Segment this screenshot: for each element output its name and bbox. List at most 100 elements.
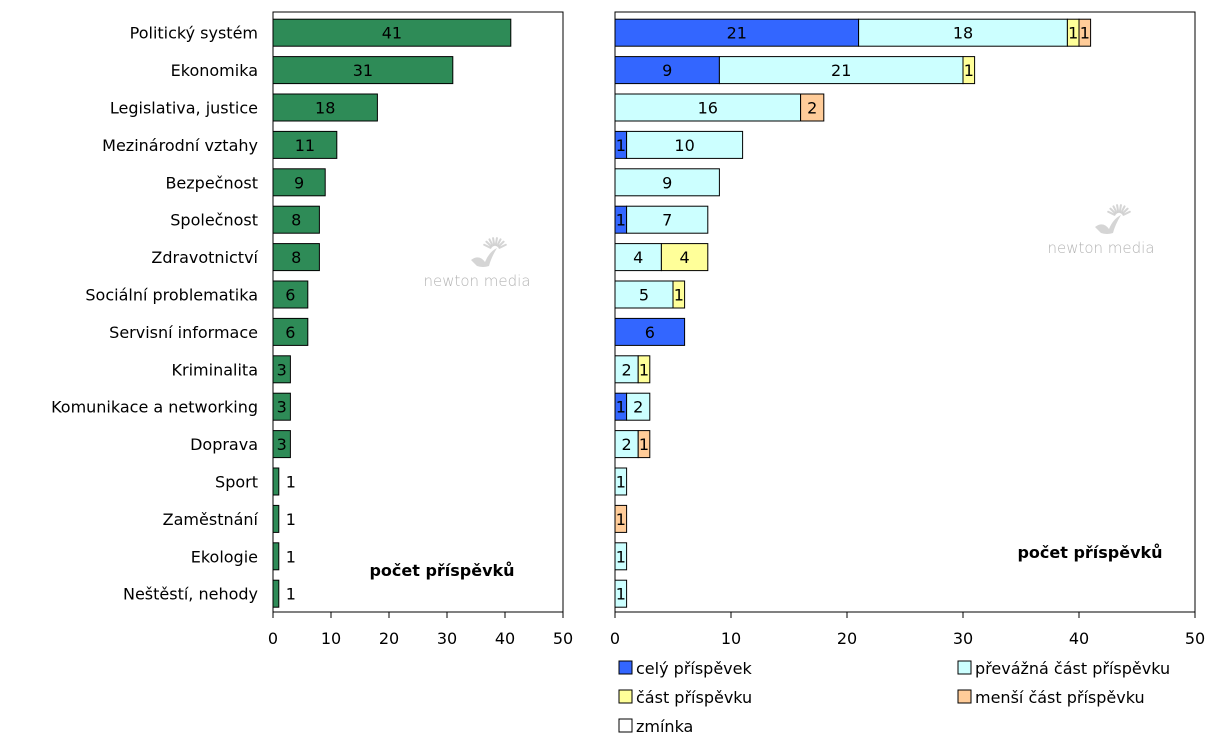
right-bar-socialni-problematika-prevazna-cast-prispevku [614, 280, 674, 309]
right-value-label-doprava-mensi-cast-prispevku: 1 [639, 435, 649, 454]
left-category-label-komunikace-a-networking: Komunikace a networking [51, 398, 258, 417]
left-bar-doprava [272, 430, 291, 459]
left-category-label-spolecnost: Společnost [170, 211, 258, 230]
left-value-label-ekonomika: 31 [353, 61, 373, 80]
left-value-label-spolecnost: 8 [291, 211, 301, 230]
right-bar-doprava-mensi-cast-prispevku [637, 430, 651, 459]
right-bar-legislativa-justice-prevazna-cast-prispevku [614, 93, 802, 122]
right-bar-bezpecnost-prevazna-cast-prispevku [614, 168, 720, 197]
left-x-tick-label-40: 40 [495, 629, 515, 648]
right-value-label-komunikace-a-networking-prevazna-cast-prispevku: 2 [633, 398, 643, 417]
right-value-label-socialni-problematika-prevazna-cast-prispevku: 5 [639, 286, 649, 305]
legend-swatch-cely-prispevek [618, 660, 633, 675]
legend-swatch-zminka [618, 718, 633, 733]
right-value-label-doprava-prevazna-cast-prispevku: 2 [622, 435, 632, 454]
right-value-label-ekonomika-cely-prispevek: 9 [662, 61, 672, 80]
watermark-left: newton media [423, 237, 531, 290]
right-x-tick-label-0: 0 [610, 629, 620, 648]
right-value-label-politicky-system-cast-prispevku: 1 [1068, 24, 1078, 43]
left-value-label-legislativa-justice: 18 [315, 99, 335, 118]
left-x-tick-label-0: 0 [268, 629, 278, 648]
right-value-label-servisni-informace-cely-prispevek: 6 [645, 323, 655, 342]
right-value-label-zdravotnictvi-cast-prispevku: 4 [680, 248, 690, 267]
right-bar-ekonomika-cely-prispevek [614, 56, 720, 85]
right-plot-area [614, 11, 1196, 613]
left-annotation: počet příspěvků [369, 561, 514, 580]
right-bar-sport-prevazna-cast-prispevku [614, 467, 628, 496]
right-bar-servisni-informace-cely-prispevek [614, 317, 686, 346]
left-category-label-sport: Sport [215, 473, 258, 492]
left-bar-spolecnost [272, 205, 320, 234]
right-bar-socialni-problematika-cast-prispevku [672, 280, 686, 309]
right-value-label-ekologie-prevazna-cast-prispevku: 1 [616, 547, 626, 566]
right-value-label-nestesti-nehody-prevazna-cast-prispevku: 1 [616, 585, 626, 604]
right-value-label-ekonomika-cast-prispevku: 1 [964, 61, 974, 80]
right-bar-ekologie-prevazna-cast-prispevku [614, 542, 628, 571]
left-x-tick-label-30: 30 [437, 629, 457, 648]
right-bar-komunikace-a-networking-prevazna-cast-prispevku [626, 392, 651, 421]
legend-swatch-mensi-cast-prispevku [957, 689, 972, 704]
left-value-label-politicky-system: 41 [382, 24, 402, 43]
watermark-text: newton media [423, 272, 530, 290]
left-category-label-ekologie: Ekologie [191, 547, 258, 566]
left-bar-socialni-problematika [272, 280, 309, 309]
right-value-label-komunikace-a-networking-cely-prispevek: 1 [616, 398, 626, 417]
left-value-label-bezpecnost: 9 [294, 173, 304, 192]
right-value-label-politicky-system-cely-prispevek: 21 [727, 24, 747, 43]
right-value-label-spolecnost-cely-prispevek: 1 [616, 211, 626, 230]
right-bar-legislativa-justice-mensi-cast-prispevku [800, 93, 825, 122]
left-bar-zamestnani [272, 504, 280, 533]
right-x-tick-label-30: 30 [953, 629, 973, 648]
left-category-label-kriminalita: Kriminalita [172, 360, 258, 379]
left-value-label-sport: 1 [286, 473, 296, 492]
left-value-label-doprava: 3 [277, 435, 287, 454]
left-bar-sport [272, 467, 280, 496]
right-value-label-ekonomika-prevazna-cast-prispevku: 21 [831, 61, 851, 80]
left-plot-area [272, 11, 564, 613]
left-bar-nestesti-nehody [272, 579, 280, 608]
left-category-label-nestesti-nehody: Neštěstí, nehody [123, 585, 258, 604]
left-value-label-socialni-problematika: 6 [285, 286, 295, 305]
legend-swatch-prevazna-cast-prispevku [957, 660, 972, 675]
legend-label-zminka: zmínka [636, 717, 693, 736]
right-bar-zdravotnictvi-prevazna-cast-prispevku [614, 243, 662, 272]
watermark-text: newton media [1047, 239, 1154, 257]
left-value-label-kriminalita: 3 [277, 360, 287, 379]
right-value-label-spolecnost-prevazna-cast-prispevku: 7 [662, 211, 672, 230]
right-value-label-politicky-system-mensi-cast-prispevku: 1 [1080, 24, 1090, 43]
right-annotation: počet příspěvků [1017, 543, 1162, 562]
left-value-label-mezinarodni-vztahy: 11 [295, 136, 315, 155]
right-value-label-socialni-problematika-cast-prispevku: 1 [674, 286, 684, 305]
right-bar-politicky-system-prevazna-cast-prispevku [858, 18, 1068, 47]
right-bar-spolecnost-prevazna-cast-prispevku [626, 205, 709, 234]
left-bar-ekologie [272, 542, 280, 571]
right-x-tick-label-10: 10 [721, 629, 741, 648]
left-x-tick-label-50: 50 [553, 629, 573, 648]
left-category-label-zamestnani: Zaměstnání [163, 510, 259, 529]
watermark-right: newton media [1047, 204, 1155, 257]
legend-label-mensi-cast-prispevku: menší část příspěvku [975, 688, 1145, 707]
left-bar-servisni-informace [272, 317, 309, 346]
right-value-label-bezpecnost-prevazna-cast-prispevku: 9 [662, 173, 672, 192]
right-bar-politicky-system-mensi-cast-prispevku [1078, 18, 1092, 47]
left-category-label-politicky-system: Politický systém [130, 24, 258, 43]
legend-label-cely-prispevek: celý příspěvek [636, 659, 752, 678]
right-x-tick-label-20: 20 [837, 629, 857, 648]
watermark-bird-icon [471, 237, 507, 267]
right-bar-ekonomika-prevazna-cast-prispevku [718, 56, 964, 85]
right-value-label-mezinarodni-vztahy-prevazna-cast-prispevku: 10 [674, 136, 694, 155]
right-bar-kriminalita-cast-prispevku [637, 355, 651, 384]
legend-label-cast-prispevku: část příspěvku [636, 688, 752, 707]
right-value-label-zdravotnictvi-prevazna-cast-prispevku: 4 [633, 248, 643, 267]
left-category-label-ekonomika: Ekonomika [171, 61, 258, 80]
right-value-label-kriminalita-cast-prispevku: 1 [639, 360, 649, 379]
left-value-label-servisni-informace: 6 [285, 323, 295, 342]
right-bar-zamestnani-mensi-cast-prispevku [614, 504, 628, 533]
left-value-label-nestesti-nehody: 1 [286, 585, 296, 604]
right-bar-zdravotnictvi-cast-prispevku [660, 243, 709, 272]
left-category-label-servisni-informace: Servisní informace [109, 323, 258, 342]
left-category-label-socialni-problematika: Sociální problematika [85, 286, 258, 305]
left-value-label-zamestnani: 1 [286, 510, 296, 529]
